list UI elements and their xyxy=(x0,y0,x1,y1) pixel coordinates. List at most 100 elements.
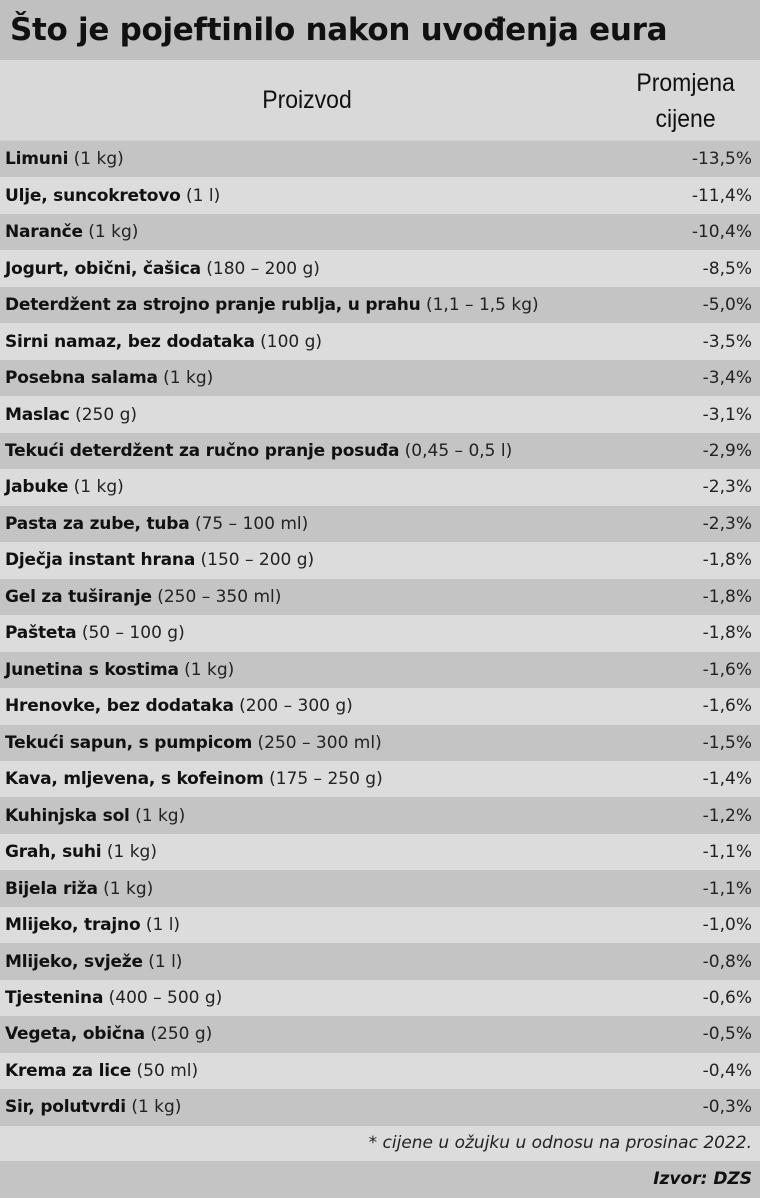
table-row: Mlijeko, trajno (1 l) -1,0% xyxy=(0,906,760,944)
product-name: Grah, suhi xyxy=(5,842,102,863)
table-row: Limuni (1 kg) -13,5% xyxy=(0,141,760,178)
table-row: Pašteta (50 – 100 g) -1,8% xyxy=(0,615,760,652)
table-row: Hrenovke, bez dodataka (200 – 300 g) -1,6… xyxy=(0,688,760,725)
product-unit: (1 kg) xyxy=(163,368,214,389)
table-row: Kava, mljevena, s kofeinom (175 – 250 g)… xyxy=(0,760,760,798)
price-change-value: -1,6% xyxy=(702,696,752,717)
price-change-value: -3,4% xyxy=(702,368,752,389)
source-credit: Izvor: DZS xyxy=(0,1160,760,1198)
product-unit: (50 ml) xyxy=(136,1060,199,1081)
product-unit: (150 – 200 g) xyxy=(200,550,315,571)
column-header-price-change-line1: Promjena xyxy=(636,69,735,97)
price-change-value: -3,5% xyxy=(702,331,752,352)
product-name: Sirni namaz, bez dodataka xyxy=(5,331,255,352)
table-row: Grah, suhi (1 kg) -1,1% xyxy=(0,833,760,871)
product-name: Sir, polutvrdi xyxy=(5,1097,126,1118)
product-name: Deterdžent za strojno pranje rublja, u p… xyxy=(5,295,421,316)
product-unit: (1 kg) xyxy=(135,805,186,826)
product-cell: Tekući sapun, s pumpicom (250 – 300 ml) xyxy=(5,733,382,753)
product-name: Tekući deterdžent za ručno pranje posuđa xyxy=(5,440,400,461)
product-name: Jogurt, obični, čašica xyxy=(5,258,201,279)
price-change-value: -1,2% xyxy=(702,805,752,826)
price-change-value: -2,3% xyxy=(702,477,752,498)
table-row: Tekući sapun, s pumpicom (250 – 300 ml) -… xyxy=(0,724,760,761)
product-unit: (175 – 250 g) xyxy=(269,769,383,790)
price-change-value: -1,8% xyxy=(702,550,752,571)
price-change-value: -1,6% xyxy=(702,659,752,680)
table-row: Jogurt, obični, čašica (180 – 200 g) -8,5… xyxy=(0,250,760,287)
product-name: Pasta za zube, tuba xyxy=(5,513,190,534)
product-name: Mlijeko, trajno xyxy=(5,915,141,936)
product-name: Tjestenina xyxy=(5,988,104,1009)
price-change-value: -1,0% xyxy=(702,915,752,936)
price-change-value: -1,8% xyxy=(702,586,752,607)
price-change-value: -0,6% xyxy=(702,988,752,1009)
column-header-price-change: Promjena cijene xyxy=(621,65,750,137)
product-cell: Vegeta, obična (250 g) xyxy=(5,1024,212,1044)
product-unit: (1 kg) xyxy=(106,842,157,863)
table-row: Gel za tuširanje (250 – 350 ml) -1,8% xyxy=(0,578,760,616)
product-cell: Ulje, suncokretovo (1 l) xyxy=(5,186,220,206)
product-name: Maslac xyxy=(5,404,70,425)
product-cell: Deterdžent za strojno pranje rublja, u p… xyxy=(5,295,539,315)
product-unit: (180 – 200 g) xyxy=(206,258,320,279)
product-unit: (50 – 100 g) xyxy=(81,623,185,644)
column-header-price-change-line2: cijene xyxy=(655,105,716,133)
product-unit: (1 kg) xyxy=(131,1097,182,1118)
product-unit: (400 – 500 g) xyxy=(108,988,223,1009)
price-change-value: -2,9% xyxy=(702,440,752,461)
product-cell: Mlijeko, svježe (1 l) xyxy=(5,952,182,972)
product-name: Junetina s kostima xyxy=(5,659,179,680)
product-cell: Tjestenina (400 – 500 g) xyxy=(5,988,222,1008)
product-name: Vegeta, obična xyxy=(5,1024,145,1045)
table-row: Krema za lice (50 ml) -0,4% xyxy=(0,1052,760,1090)
product-unit: (100 g) xyxy=(260,331,323,352)
page-title: Što je pojeftinilo nakon uvođenja eura xyxy=(0,0,760,60)
table-row: Deterdžent za strojno pranje rublja, u p… xyxy=(0,286,760,324)
price-change-value: -1,1% xyxy=(702,878,752,899)
table-row: Dječja instant hrana (150 – 200 g) -1,8% xyxy=(0,542,760,579)
product-cell: Gel za tuširanje (250 – 350 ml) xyxy=(5,587,281,607)
product-cell: Sir, polutvrdi (1 kg) xyxy=(5,1097,181,1117)
product-name: Mlijeko, svježe xyxy=(5,951,143,972)
price-change-value: -1,8% xyxy=(702,623,752,644)
product-unit: (1,1 – 1,5 kg) xyxy=(425,295,539,316)
table-header: Proizvod Promjena cijene xyxy=(0,60,760,141)
product-cell: Pasta za zube, tuba (75 – 100 ml) xyxy=(5,514,308,534)
product-name: Kuhinjska sol xyxy=(5,805,130,826)
price-change-value: -3,1% xyxy=(702,404,752,425)
product-cell: Junetina s kostima (1 kg) xyxy=(5,660,234,680)
table-row: Jabuke (1 kg) -2,3% xyxy=(0,469,760,506)
product-cell: Maslac (250 g) xyxy=(5,405,137,425)
price-change-value: -1,1% xyxy=(702,842,752,863)
price-change-value: -5,0% xyxy=(702,295,752,316)
product-name: Naranče xyxy=(5,222,83,243)
product-name: Gel za tuširanje xyxy=(5,586,152,607)
table-row: Pasta za zube, tuba (75 – 100 ml) -2,3% xyxy=(0,505,760,543)
price-change-value: -1,4% xyxy=(702,769,752,790)
product-cell: Krema za lice (50 ml) xyxy=(5,1061,198,1081)
product-name: Posebna salama xyxy=(5,368,158,389)
price-change-value: -8,5% xyxy=(702,258,752,279)
price-change-value: -0,5% xyxy=(702,1024,752,1045)
product-cell: Jabuke (1 kg) xyxy=(5,477,124,497)
price-change-value: -1,5% xyxy=(702,732,752,753)
table-row: Sir, polutvrdi (1 kg) -0,3% xyxy=(0,1089,760,1126)
product-name: Ulje, suncokretovo xyxy=(5,185,181,206)
table-row: Bijela riža (1 kg) -1,1% xyxy=(0,870,760,907)
product-name: Jabuke xyxy=(5,477,69,498)
product-cell: Tekući deterdžent za ručno pranje posuđa… xyxy=(5,441,512,461)
product-unit: (250 – 350 ml) xyxy=(157,586,282,607)
product-unit: (1 kg) xyxy=(88,222,139,243)
table-row: Kuhinjska sol (1 kg) -1,2% xyxy=(0,797,760,834)
table-row: Tjestenina (400 – 500 g) -0,6% xyxy=(0,979,760,1017)
product-cell: Grah, suhi (1 kg) xyxy=(5,842,157,862)
product-unit: (0,45 – 0,5 l) xyxy=(404,440,513,461)
product-unit: (1 kg) xyxy=(73,477,124,498)
product-unit: (1 l) xyxy=(148,951,183,972)
price-change-value: -2,3% xyxy=(702,513,752,534)
price-change-value: -0,3% xyxy=(702,1097,752,1118)
column-header-product: Proizvod xyxy=(262,85,352,114)
product-cell: Sirni namaz, bez dodataka (100 g) xyxy=(5,332,322,352)
product-name: Limuni xyxy=(5,149,69,170)
